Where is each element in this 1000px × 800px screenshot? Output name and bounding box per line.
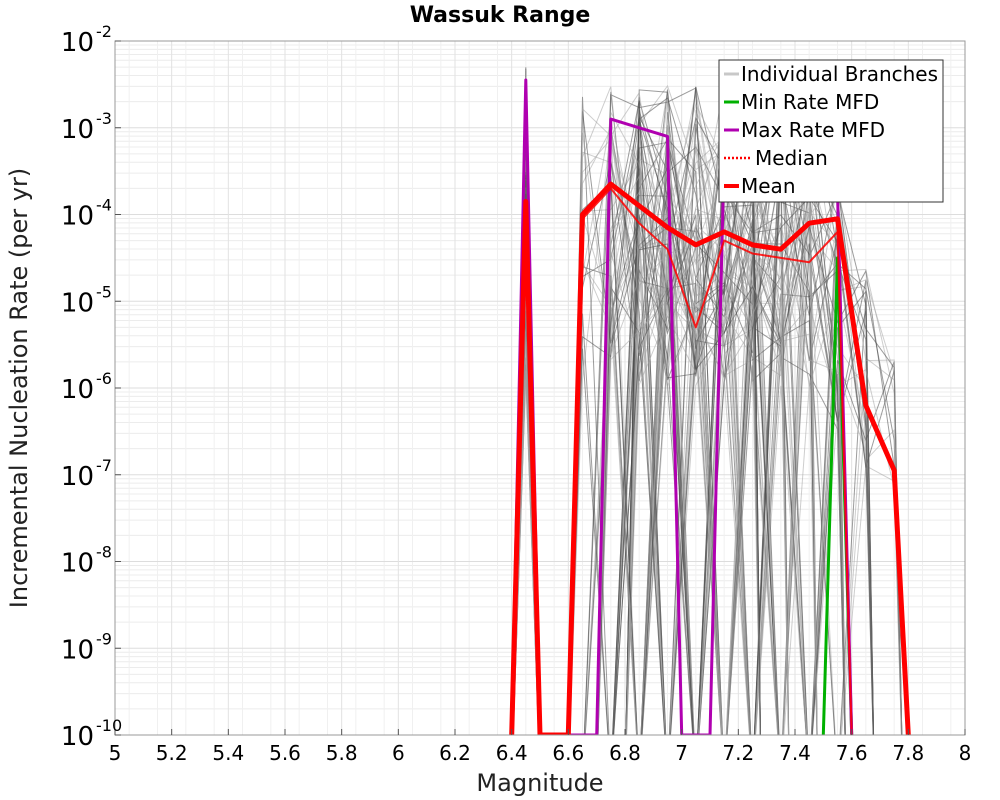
y-tick-label: 10 (61, 462, 94, 492)
legend-box (718, 59, 944, 203)
x-axis-ticks: 5 5.2 5.4 5.6 5.8 6 6.2 6.4 6.6 6.8 7 7.2 7.4 7.6 7.8 8 (109, 729, 972, 765)
y-tick-exponent: -8 (96, 543, 112, 562)
x-tick-label: 5.6 (269, 741, 301, 765)
y-tick-label: 10 (61, 635, 94, 665)
x-axis-label: Magnitude (476, 769, 603, 797)
branch-line (512, 139, 875, 735)
y-tick-label: 10 (61, 115, 94, 145)
y-tick-label: 10 (61, 549, 94, 579)
y-tick-exponent: -9 (96, 629, 112, 648)
x-tick-label: 6.2 (439, 741, 471, 765)
y-tick-label: 10 (61, 288, 94, 318)
x-tick-label: 5.2 (156, 741, 188, 765)
y-axis-label: Incremental Nucleation Rate (per yr) (5, 168, 33, 608)
y-tick-exponent: -6 (96, 369, 112, 388)
x-tick-label: 5.4 (212, 741, 244, 765)
y-tick-label: 10 (61, 375, 94, 405)
branch-line (512, 91, 902, 735)
x-tick-label: 6 (392, 741, 405, 765)
branch-line (512, 136, 807, 735)
x-tick-label: 7.8 (892, 741, 924, 765)
legend-label: Mean (741, 174, 796, 198)
x-tick-label: 5 (109, 741, 122, 765)
legend-label: Min Rate MFD (741, 90, 879, 114)
branch-line (512, 92, 846, 735)
y-tick-exponent: -3 (96, 109, 112, 128)
legend-label: Max Rate MFD (741, 118, 885, 142)
y-tick-label: 10 (61, 28, 94, 58)
legend: Individual Branches Min Rate MFD Max Rate … (718, 59, 944, 203)
x-tick-label: 6.6 (552, 741, 584, 765)
x-tick-label: 7.2 (722, 741, 754, 765)
y-tick-exponent: -4 (96, 196, 112, 215)
y-tick-exponent: -10 (96, 716, 122, 735)
mean-line (509, 181, 911, 735)
y-tick-label: 10 (61, 202, 94, 232)
x-tick-label: 8 (959, 741, 972, 765)
branch-line (512, 150, 808, 735)
x-tick-label: 7.6 (836, 741, 868, 765)
y-tick-exponent: -2 (96, 22, 112, 41)
y-axis-ticks: 10-210-310-410-510-610-710-810-910-10 (61, 22, 122, 752)
median-line (510, 187, 853, 735)
branch-line (512, 121, 846, 735)
x-tick-label: 5.8 (326, 741, 358, 765)
y-tick-exponent: -7 (96, 456, 112, 475)
branch-line (512, 223, 790, 735)
y-tick-label: 10 (61, 722, 94, 752)
legend-label: Median (755, 146, 828, 170)
y-tick-exponent: -5 (96, 282, 112, 301)
x-tick-label: 7 (675, 741, 688, 765)
branch-line (512, 94, 903, 735)
branch-line (512, 111, 903, 735)
x-tick-label: 6.8 (609, 741, 641, 765)
x-tick-label: 7.4 (779, 741, 811, 765)
x-tick-label: 6.4 (496, 741, 528, 765)
legend-label: Individual Branches (741, 62, 938, 86)
chart-title: Wassuk Range (410, 3, 591, 28)
branch-line (512, 221, 874, 735)
